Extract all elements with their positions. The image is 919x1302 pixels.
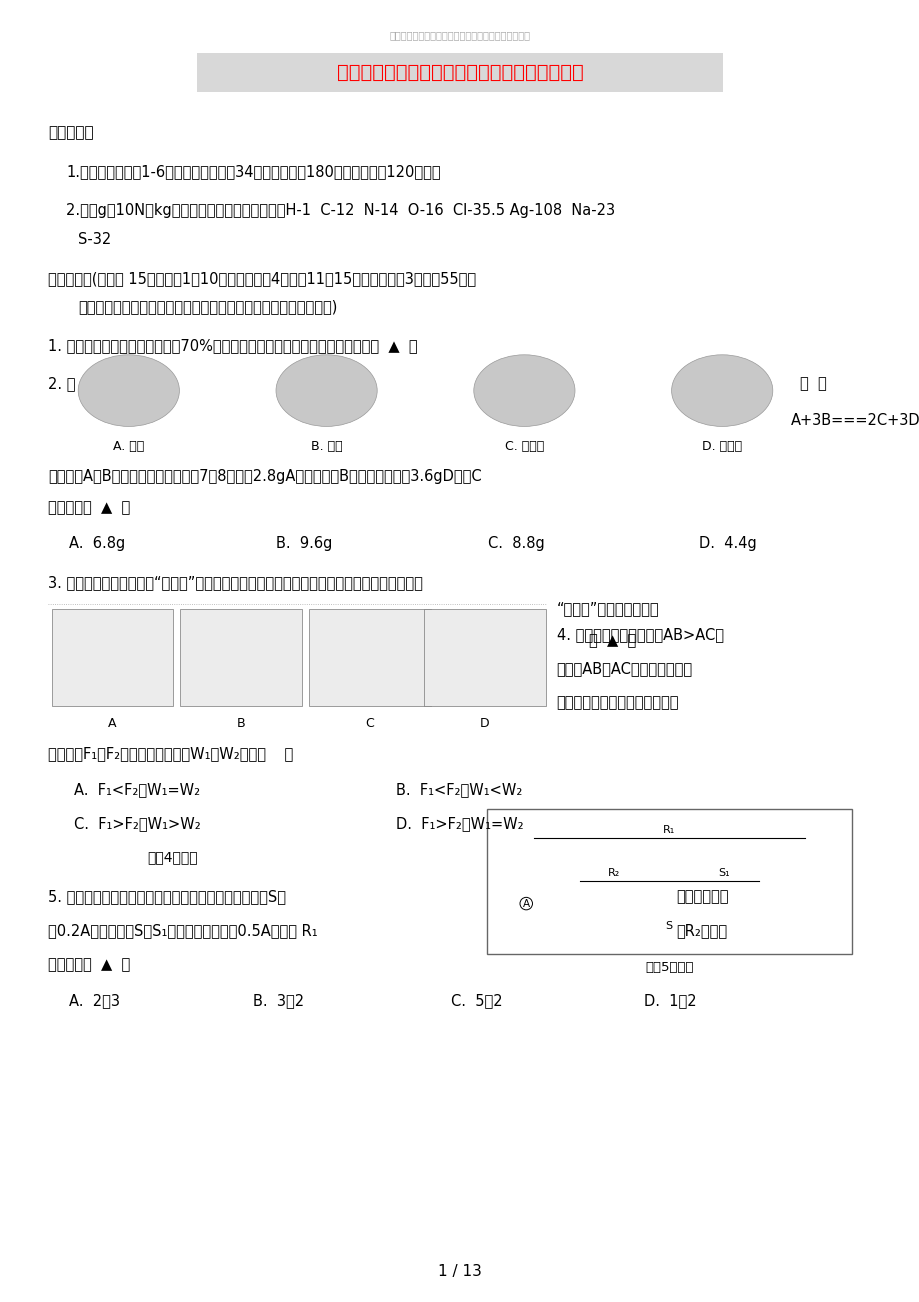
Text: A: A <box>108 717 117 730</box>
Text: 与R₂的电功: 与R₂的电功 <box>675 923 727 939</box>
Text: C.  5：2: C. 5：2 <box>450 993 502 1009</box>
Text: 的质量为（  ▲  ）: 的质量为（ ▲ ） <box>48 500 130 516</box>
Text: C.  8.8g: C. 8.8g <box>487 536 544 552</box>
Text: （第4题图）: （第4题图） <box>147 850 198 865</box>
Text: A.  F₁<F₂，W₁=W₂: A. F₁<F₂，W₁=W₂ <box>74 783 199 798</box>
Text: （  ▲  ）: （ ▲ ） <box>588 633 635 648</box>
Text: B.  F₁<F₂，W₁<W₂: B. F₁<F₂，W₁<W₂ <box>395 783 521 798</box>
Text: 反  应: 反 应 <box>800 376 826 392</box>
Text: 从它们的底部拉到顶部，所需拉: 从它们的底部拉到顶部，所需拉 <box>556 695 678 711</box>
Text: 5. 如右上图所示电路，电源电压保持不变。只闭合开关S，: 5. 如右上图所示电路，电源电压保持不变。只闭合开关S， <box>48 889 286 905</box>
Text: 沿斜面AB和AC分别将同一重物: 沿斜面AB和AC分别将同一重物 <box>556 661 692 677</box>
Text: 率之比为（  ▲  ）: 率之比为（ ▲ ） <box>48 957 130 973</box>
Ellipse shape <box>473 355 574 427</box>
Text: 2.本卷g取10N／kg，可能用到的相对原子质量：H-1  C-12  N-14  O-16  Cl-35.5 Ag-108  Na-23: 2.本卷g取10N／kg，可能用到的相对原子质量：H-1 C-12 N-14 O… <box>66 203 615 219</box>
Text: D.  F₁>F₂，W₁=W₂: D. F₁>F₂，W₁=W₂ <box>395 816 523 832</box>
Text: D.  1：2: D. 1：2 <box>643 993 696 1009</box>
FancyBboxPatch shape <box>486 809 851 954</box>
Text: A.  6.8g: A. 6.8g <box>69 536 125 552</box>
Ellipse shape <box>78 355 179 427</box>
Text: 请选出每小题中一个符合题意的选项，不选、多选、错选均不给分): 请选出每小题中一个符合题意的选项，不选、多选、错选均不给分) <box>78 299 337 315</box>
Text: （第5题图）: （第5题图） <box>644 961 693 974</box>
Text: 真诚为您提供优质参考资料，若有不当之处，请指正。: 真诚为您提供优质参考资料，若有不当之处，请指正。 <box>389 30 530 40</box>
Text: 1. 人类食物供给的总能量中，有70%左右来自糖类，下列物质中富含糖类的是（  ▲  ）: 1. 人类食物供给的总能量中，有70%左右来自糖类，下列物质中富含糖类的是（ ▲… <box>48 339 417 354</box>
Text: C.  F₁>F₂，W₁>W₂: C. F₁>F₂，W₁>W₂ <box>74 816 200 832</box>
Text: A: A <box>522 898 529 909</box>
Text: 力分别为F₁和F₂，所做的功分别为W₁和W₂，则（    ）: 力分别为F₁和F₂，所做的功分别为W₁和W₂，则（ ） <box>48 746 293 762</box>
Text: 中，已知A和B的相对分子质量之比为7：8，已知2.8gA和一定量的B完全反应，生成3.6gD，则C: 中，已知A和B的相对分子质量之比为7：8，已知2.8gA和一定量的B完全反应，生… <box>48 469 481 484</box>
Text: 电流表的示数: 电流表的示数 <box>675 889 728 905</box>
Text: S₁: S₁ <box>718 868 730 879</box>
Ellipse shape <box>276 355 377 427</box>
Text: B: B <box>236 717 245 730</box>
Text: S-32: S-32 <box>78 232 111 247</box>
Text: S: S <box>665 921 672 931</box>
Text: 浙江省宁波市鄄州区九年级科学上学期期中试题: 浙江省宁波市鄄州区九年级科学上学期期中试题 <box>336 64 583 82</box>
FancyBboxPatch shape <box>51 609 173 706</box>
Text: 3. 如图所示是自行车上的“磨电灯”，它能依靠自行车车轮的转动使灯发光。下列选项中能反映: 3. 如图所示是自行车上的“磨电灯”，它能依靠自行车车轮的转动使灯发光。下列选项… <box>48 575 422 591</box>
Text: A+3B===2C+3D: A+3B===2C+3D <box>790 413 919 428</box>
Text: A.  2：3: A. 2：3 <box>69 993 119 1009</box>
Text: B.  9.6g: B. 9.6g <box>276 536 332 552</box>
Text: D.  4.4g: D. 4.4g <box>698 536 756 552</box>
Text: 4. 如下图所示，光滑斜面AB>AC，: 4. 如下图所示，光滑斜面AB>AC， <box>556 628 723 643</box>
Text: 为0.2A。闭合开关S、S₁，电流表的示数为0.5A，此时 R₁: 为0.2A。闭合开关S、S₁，电流表的示数为0.5A，此时 R₁ <box>48 923 317 939</box>
Text: B.  3：2: B. 3：2 <box>253 993 304 1009</box>
Text: “磨电灯”的工作原理的是: “磨电灯”的工作原理的是 <box>556 602 659 617</box>
Text: R₂: R₂ <box>607 868 619 879</box>
Text: A. 米饭: A. 米饭 <box>113 440 144 453</box>
Ellipse shape <box>671 355 772 427</box>
Text: C. 包心菜: C. 包心菜 <box>505 440 543 453</box>
Text: 1 / 13: 1 / 13 <box>437 1263 482 1279</box>
Text: D. 胡萝卜: D. 胡萝卜 <box>701 440 742 453</box>
Text: 一、选择题(本题共 15小题，第1～10小题，每小题4分，第11～15小题．每小题3分，共55分。: 一、选择题(本题共 15小题，第1～10小题，每小题4分，第11～15小题．每小… <box>48 271 475 286</box>
Text: 2. 在: 2. 在 <box>48 376 75 392</box>
FancyBboxPatch shape <box>424 609 545 706</box>
Text: 考生须知：: 考生须知： <box>48 125 94 141</box>
Text: R₁: R₁ <box>663 825 675 836</box>
Text: C: C <box>365 717 374 730</box>
FancyBboxPatch shape <box>180 609 301 706</box>
Text: D: D <box>480 717 489 730</box>
Text: 1.测试范围：九上1-6章。全卷共四大项34小题，满分为180分，考试时间120分钟。: 1.测试范围：九上1-6章。全卷共四大项34小题，满分为180分，考试时间120… <box>66 164 440 180</box>
Text: B. 鸡蛋: B. 鸡蛋 <box>311 440 342 453</box>
FancyBboxPatch shape <box>309 609 430 706</box>
FancyBboxPatch shape <box>197 53 722 92</box>
